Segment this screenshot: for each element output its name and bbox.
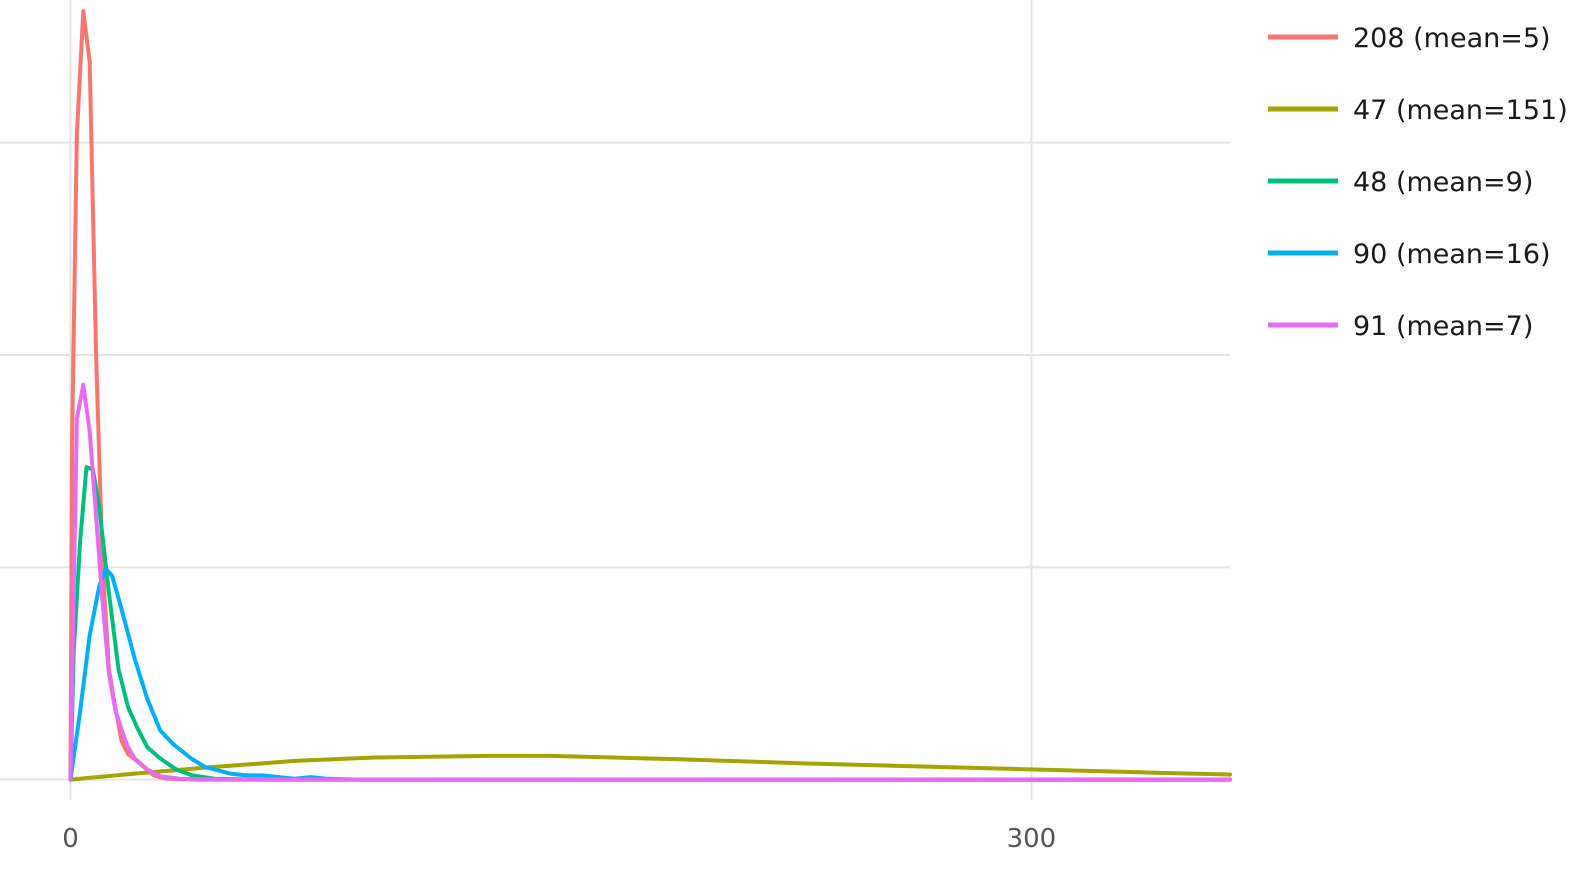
legend-item-1: 47 (mean=151) xyxy=(1268,95,1568,126)
series-line-2 xyxy=(68,465,1232,782)
legend: 208 (mean=5) 47 (mean=151) 48 (mean=9) 90 (… xyxy=(1268,23,1568,342)
legend-label-2: 48 (mean=9) xyxy=(1353,167,1533,198)
legend-label-3: 90 (mean=16) xyxy=(1353,239,1551,270)
x-tick-label-1: 300 xyxy=(1007,824,1057,854)
legend-label-0: 208 (mean=5) xyxy=(1353,23,1551,54)
legend-item-2: 48 (mean=9) xyxy=(1268,167,1533,198)
series-line-3 xyxy=(68,567,1232,782)
series-line-1 xyxy=(68,753,1232,782)
series-line-4 xyxy=(68,382,1232,782)
x-tick-label-0: 0 xyxy=(62,824,79,854)
x-axis-tick-labels: 0 300 xyxy=(62,824,1056,854)
legend-label-4: 91 (mean=7) xyxy=(1353,311,1533,342)
legend-item-4: 91 (mean=7) xyxy=(1268,311,1533,342)
legend-item-3: 90 (mean=16) xyxy=(1268,239,1551,270)
series-line-0 xyxy=(68,9,1232,782)
series-lines xyxy=(68,9,1232,782)
grid xyxy=(0,0,1230,800)
legend-item-0: 208 (mean=5) xyxy=(1268,23,1551,54)
legend-label-1: 47 (mean=151) xyxy=(1353,95,1568,126)
